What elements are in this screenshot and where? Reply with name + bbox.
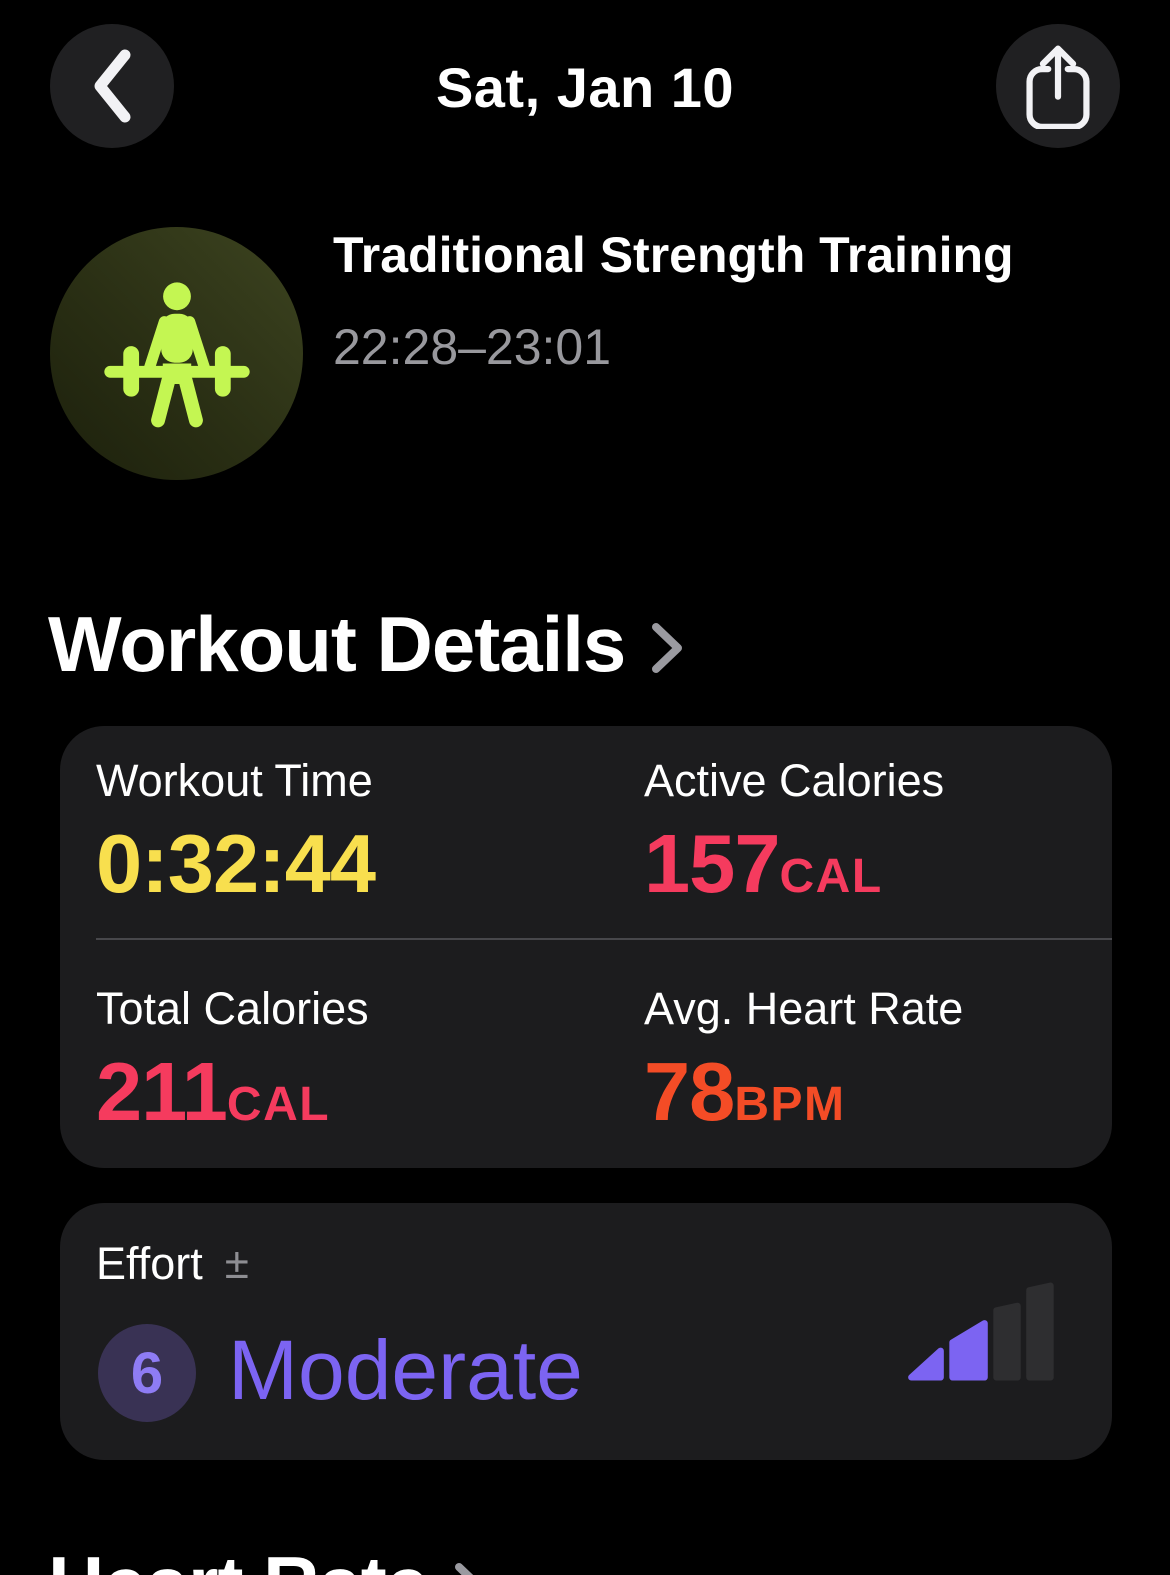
share-icon [1026,43,1090,129]
workout-metrics-card: Workout Time 0:32:44 Active Calories 157… [60,726,1112,1168]
effort-card: Effort ± 6 Moderate [60,1203,1112,1460]
heart-rate-heading[interactable]: Heart Rate [48,1543,486,1575]
effort-score-badge: 6 [98,1324,196,1422]
metric-value: 0:32:44 [96,816,376,910]
share-button[interactable] [996,24,1120,148]
metric-value: 211CAL [96,1044,331,1138]
effort-adjust-button[interactable]: ± [224,1239,249,1288]
metric-label: Workout Time [96,755,373,806]
metric-value: 157CAL [644,816,883,910]
page-title: Sat, Jan 10 [435,56,735,119]
activity-badge [50,227,303,480]
effort-bars-icon [904,1280,1056,1384]
effort-level-label: Moderate [228,1323,583,1417]
metric-avg-heart-rate: Avg. Heart Rate 78BPM [644,984,963,1133]
workout-type-title: Traditional Strength Training [333,227,1014,283]
chevron-right-icon [651,622,683,674]
workout-details-heading[interactable]: Workout Details [48,600,683,688]
metric-active-calories: Active Calories 157CAL [644,756,944,905]
metric-total-calories: Total Calories 211CAL [96,984,369,1133]
chevron-right-icon [454,1562,486,1575]
metric-value: 78BPM [644,1044,846,1138]
metric-workout-time: Workout Time 0:32:44 [96,755,376,910]
metric-label: Total Calories [96,983,369,1034]
strength-training-icon [98,275,256,433]
metric-label: Active Calories [644,755,945,806]
divider [96,938,1112,940]
workout-details-heading-label: Workout Details [48,600,626,688]
workout-time-range: 22:28–23:01 [333,319,612,375]
back-button[interactable] [50,24,174,148]
effort-label: Effort [96,1238,203,1289]
heart-rate-heading-label: Heart Rate [48,1543,429,1575]
metric-label: Avg. Heart Rate [644,983,964,1034]
chevron-left-icon [91,48,133,124]
